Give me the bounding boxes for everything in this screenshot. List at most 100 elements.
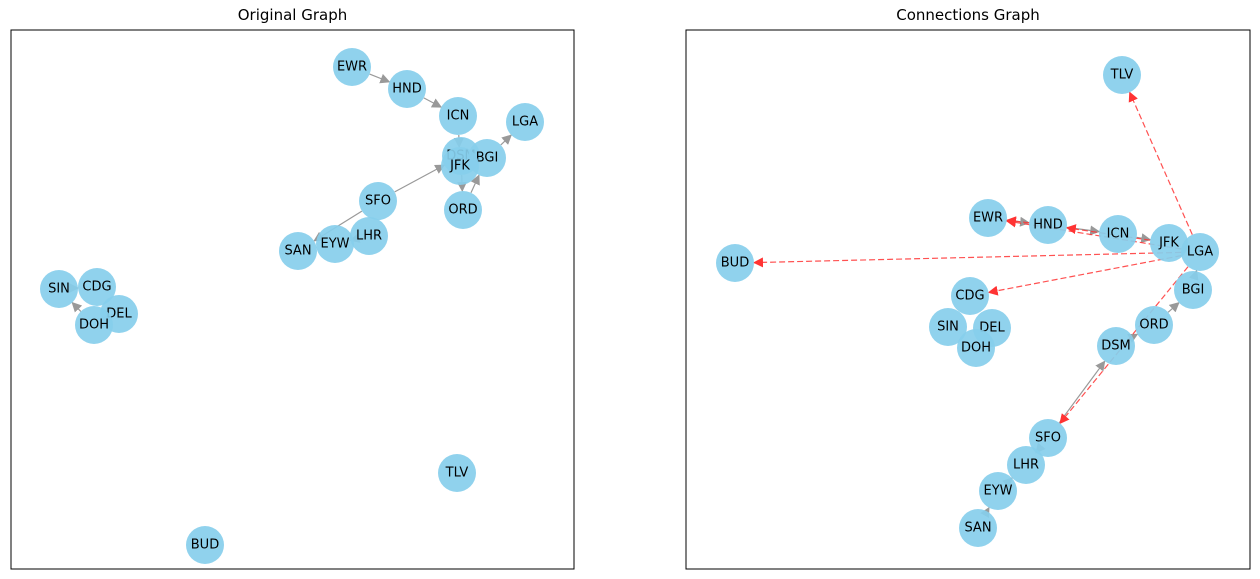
node-circle bbox=[1007, 446, 1045, 484]
edge-ord-bgi bbox=[1167, 302, 1180, 313]
node-eyw: EYW bbox=[316, 225, 354, 263]
node-cdg: CDG bbox=[78, 268, 116, 306]
node-label: SIN bbox=[937, 320, 959, 335]
node-icn: ICN bbox=[439, 97, 477, 135]
node-circle bbox=[1181, 233, 1219, 271]
node-circle bbox=[716, 244, 754, 282]
node-ewr: EWR bbox=[333, 48, 371, 86]
node-circle bbox=[316, 225, 354, 263]
node-label: EWR bbox=[337, 60, 367, 75]
node-sfo: SFO bbox=[1029, 419, 1067, 457]
node-icn: ICN bbox=[1099, 215, 1137, 253]
node-cdg: CDG bbox=[951, 277, 989, 315]
node-label: JFK bbox=[1158, 236, 1179, 251]
node-jfk: JFK bbox=[441, 147, 479, 185]
node-circle bbox=[441, 147, 479, 185]
node-label: SAN bbox=[964, 521, 991, 536]
node-label: DOH bbox=[79, 318, 109, 333]
node-label: EWR bbox=[973, 211, 1003, 226]
node-circle bbox=[359, 182, 397, 220]
edge-ewr-hnd bbox=[369, 73, 391, 84]
node-circle bbox=[388, 70, 426, 108]
node-circle bbox=[1135, 306, 1173, 344]
node-label: JFK bbox=[449, 159, 470, 174]
edge-bgi-lga bbox=[500, 134, 512, 146]
node-lhr: LHR bbox=[1007, 446, 1045, 484]
node-label: TLV bbox=[1110, 68, 1134, 83]
node-sin: SIN bbox=[40, 270, 78, 308]
connections-graph-frame bbox=[685, 29, 1251, 570]
edge-ord-bgi bbox=[470, 174, 480, 193]
node-label: HND bbox=[392, 82, 422, 97]
node-label: ICN bbox=[447, 109, 470, 124]
edge-hnd-icn bbox=[423, 97, 443, 108]
node-circle bbox=[444, 191, 482, 229]
connection-edge-lga-cdg bbox=[987, 255, 1182, 296]
edge-sfo-dsm bbox=[1058, 360, 1106, 424]
node-circle bbox=[1099, 215, 1137, 253]
edge-dsm-ord bbox=[1127, 333, 1139, 343]
node-label: EYW bbox=[320, 237, 349, 252]
node-san: SAN bbox=[959, 509, 997, 547]
node-circle bbox=[1029, 419, 1067, 457]
node-circle bbox=[1103, 56, 1141, 94]
node-label: LGA bbox=[1187, 245, 1213, 260]
node-circle bbox=[186, 526, 224, 564]
node-label: LHR bbox=[356, 229, 382, 244]
node-label: CDG bbox=[82, 280, 111, 295]
node-hnd: HND bbox=[1029, 206, 1067, 244]
node-ord: ORD bbox=[444, 191, 482, 229]
node-circle bbox=[959, 509, 997, 547]
node-circle bbox=[929, 308, 967, 346]
node-label: SFO bbox=[1035, 431, 1061, 446]
node-circle bbox=[1150, 224, 1188, 262]
original-graph-nodes: EWRHNDICNLGADSMBGIJFKORDSFOSANEYWLHRSINC… bbox=[40, 48, 544, 564]
node-circle bbox=[506, 103, 544, 141]
edge-doh-sin bbox=[71, 301, 83, 313]
node-circle bbox=[350, 217, 388, 255]
node-label: EYW bbox=[983, 484, 1012, 499]
node-doh: DOH bbox=[75, 306, 113, 344]
node-bud: BUD bbox=[716, 244, 754, 282]
node-lga: LGA bbox=[1181, 233, 1219, 271]
node-label: DOH bbox=[961, 341, 991, 356]
connection-edge-lga-tlv bbox=[1128, 91, 1193, 235]
node-label: ORD bbox=[1139, 318, 1168, 333]
node-sin: SIN bbox=[929, 308, 967, 346]
node-circle bbox=[979, 472, 1017, 510]
node-tlv: TLV bbox=[1103, 56, 1141, 94]
original-graph-frame bbox=[10, 29, 575, 570]
node-ewr: EWR bbox=[969, 199, 1007, 237]
original-graph-title: Original Graph bbox=[237, 6, 348, 24]
node-circle bbox=[78, 268, 116, 306]
node-circle bbox=[1097, 327, 1135, 365]
node-doh: DOH bbox=[957, 329, 995, 367]
node-label: BGI bbox=[1182, 283, 1205, 298]
edge-san-eyw bbox=[980, 506, 990, 518]
node-circle bbox=[1029, 206, 1067, 244]
node-circle bbox=[1174, 271, 1212, 309]
node-label: BUD bbox=[721, 256, 749, 271]
node-label: SAN bbox=[284, 244, 311, 259]
node-label: TLV bbox=[445, 466, 469, 481]
node-eyw: EYW bbox=[979, 472, 1017, 510]
node-lhr: LHR bbox=[350, 217, 388, 255]
node-label: BUD bbox=[191, 538, 219, 553]
node-dsm: DSM bbox=[1097, 327, 1135, 365]
node-ord: ORD bbox=[1135, 306, 1173, 344]
node-circle bbox=[439, 97, 477, 135]
node-lga: LGA bbox=[506, 103, 544, 141]
node-label: SIN bbox=[48, 282, 70, 297]
node-label: ICN bbox=[1107, 227, 1130, 242]
node-san: SAN bbox=[279, 232, 317, 270]
node-circle bbox=[279, 232, 317, 270]
node-circle bbox=[75, 306, 113, 344]
connection-edge-lga-bud bbox=[753, 251, 1182, 268]
node-hnd: HND bbox=[388, 70, 426, 108]
node-label: CDG bbox=[955, 289, 984, 304]
node-bgi: BGI bbox=[1174, 271, 1212, 309]
node-jfk: JFK bbox=[1150, 224, 1188, 262]
node-circle bbox=[40, 270, 78, 308]
